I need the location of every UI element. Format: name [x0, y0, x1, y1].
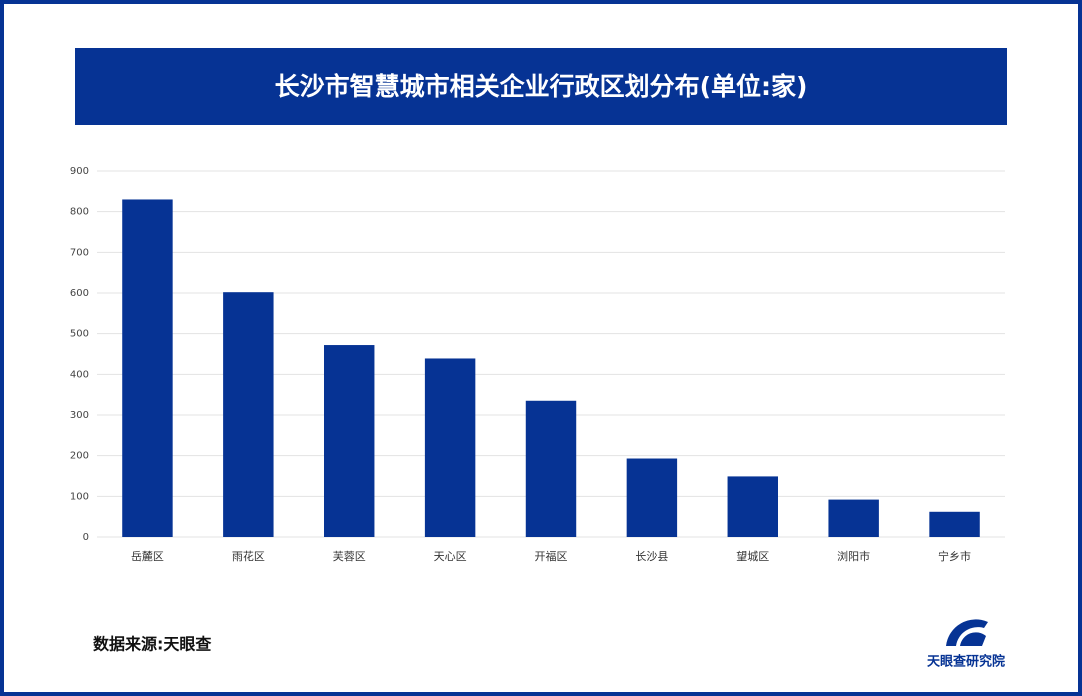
x-tick-label: 开福区 [535, 549, 568, 563]
y-tick-label: 700 [70, 247, 89, 258]
x-tick-label: 岳麓区 [131, 550, 164, 563]
bar [223, 292, 274, 537]
bar [122, 199, 173, 537]
bar [929, 511, 980, 537]
chart-title: 长沙市智慧城市相关企业行政区划分布(单位:家) [275, 72, 808, 101]
title-banner [75, 48, 1007, 125]
y-tick-label: 0 [83, 532, 89, 543]
x-tick-label: 长沙县 [635, 550, 668, 563]
brand: 天眼查研究院 [927, 654, 1005, 670]
x-tick-label: 望城区 [736, 550, 769, 563]
source: 数据来源:天眼查 [93, 635, 211, 654]
bar [525, 400, 577, 537]
bar [424, 358, 476, 537]
x-tick-label: 芙蓉区 [333, 549, 366, 563]
y-tick-label: 400 [70, 369, 89, 380]
y-tick-label: 200 [70, 451, 89, 462]
bar [727, 476, 778, 537]
x-tick-label: 雨花区 [232, 550, 265, 563]
x-tick-label: 宁乡市 [938, 549, 971, 563]
y-tick-label: 600 [70, 288, 89, 299]
x-tick-label: 天心区 [434, 550, 467, 563]
y-tick-label: 800 [70, 207, 89, 218]
bar [324, 345, 375, 537]
logo [946, 619, 988, 646]
bar [626, 458, 678, 537]
x-tick-label: 浏阳市 [837, 549, 870, 563]
y-tick-label: 300 [70, 410, 89, 421]
y-tick-label: 500 [70, 329, 89, 340]
y-tick-label: 100 [70, 491, 89, 502]
bar [828, 499, 879, 537]
y-tick-label: 900 [70, 166, 89, 177]
